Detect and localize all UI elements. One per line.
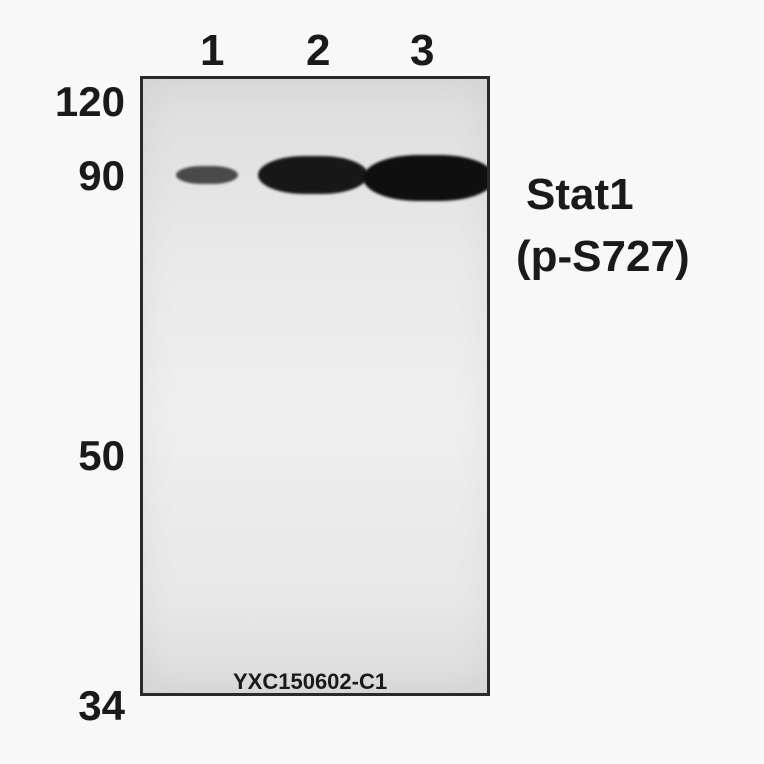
lane-label-1: 1 (200, 26, 224, 76)
mw-marker-50: 50 (78, 432, 125, 480)
band-lane-1 (176, 166, 238, 184)
band-lane-3 (363, 155, 490, 201)
figure-canvas: YXC150602-C1 Stat1 (p-S727) 120 90 50 34 1 2 3 (0, 0, 764, 764)
blot-membrane: YXC150602-C1 (140, 76, 490, 696)
band-lane-2 (258, 156, 368, 194)
reference-code: YXC150602-C1 (233, 669, 387, 695)
mw-marker-34: 34 (78, 682, 125, 730)
protein-name-label: Stat1 (526, 170, 634, 220)
mw-marker-90: 90 (78, 152, 125, 200)
protein-phosphosite-label: (p-S727) (516, 232, 690, 282)
mw-marker-120: 120 (55, 78, 125, 126)
lane-label-3: 3 (410, 26, 434, 76)
lane-label-2: 2 (306, 26, 330, 76)
